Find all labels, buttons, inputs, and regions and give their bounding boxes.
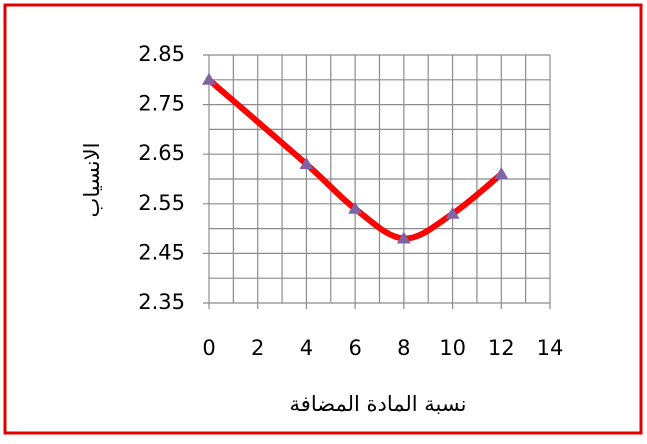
frame xyxy=(3,3,643,435)
x-tick-label: 12 xyxy=(488,336,515,360)
marker xyxy=(494,167,509,180)
x-axis-label: نسبة المادة المضافة xyxy=(290,392,467,416)
y-tick-label: 2.35 xyxy=(138,290,185,314)
x-tick-label: 0 xyxy=(202,336,215,360)
y-tick-label: 2.55 xyxy=(138,191,185,215)
y-tick-label: 2.75 xyxy=(138,92,185,116)
marker xyxy=(348,201,363,214)
x-tick-label: 14 xyxy=(537,336,564,360)
marker xyxy=(396,231,411,244)
x-tick-label: 10 xyxy=(439,336,466,360)
y-tick-label: 2.85 xyxy=(138,42,185,66)
marker xyxy=(445,206,460,219)
y-tick-label: 2.65 xyxy=(138,141,185,165)
y-axis-label: الانسياب xyxy=(80,143,104,218)
x-tick-label: 2 xyxy=(251,336,264,360)
x-tick-label: 4 xyxy=(300,336,313,360)
y-tick-label: 2.45 xyxy=(138,240,185,264)
x-tick-label: 8 xyxy=(397,336,410,360)
marker xyxy=(202,72,216,85)
x-tick-label: 6 xyxy=(348,336,361,360)
marker xyxy=(299,157,314,170)
